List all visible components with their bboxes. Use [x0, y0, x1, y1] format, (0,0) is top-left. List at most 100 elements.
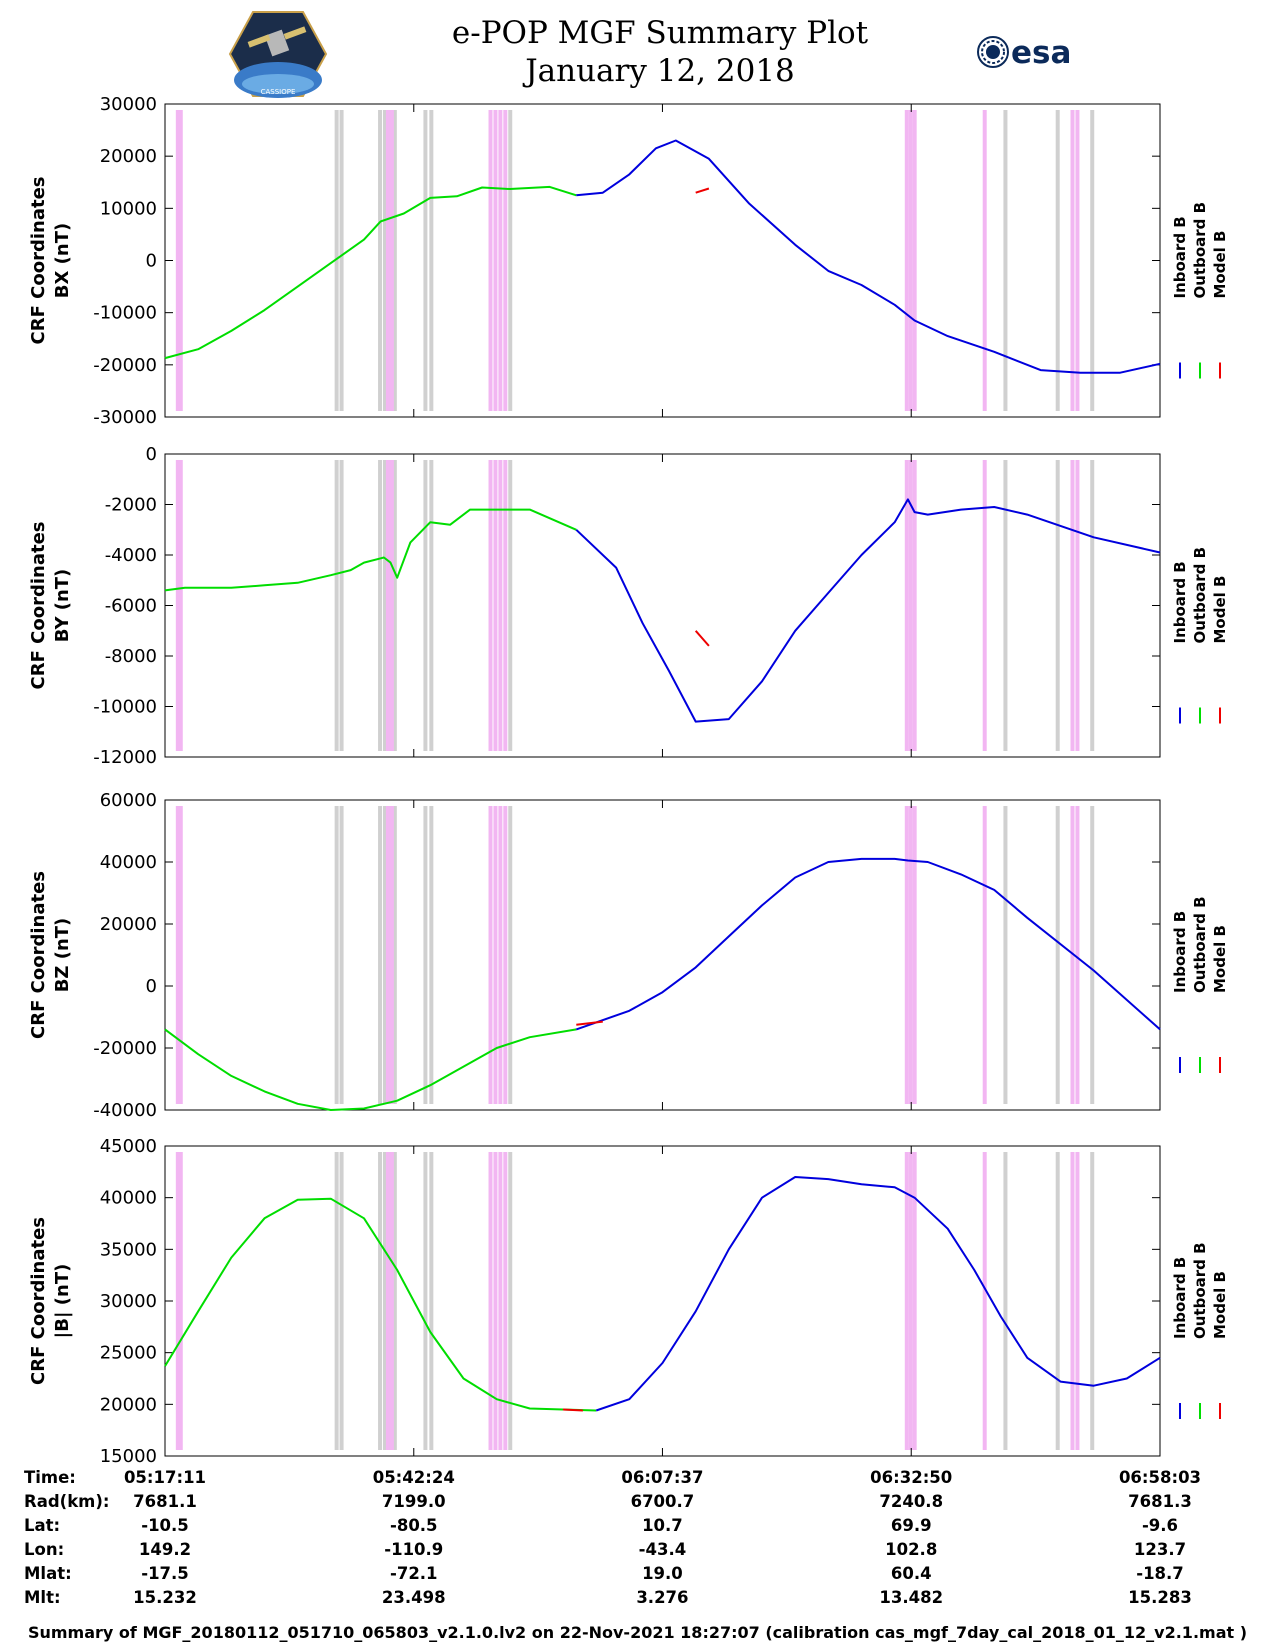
- flag-band: [423, 806, 428, 1104]
- flag-band: [1075, 806, 1080, 1104]
- flag-band: [339, 1152, 344, 1450]
- plot-date: January 12, 2018: [525, 53, 795, 89]
- table-row-label: Mlat:: [24, 1564, 72, 1583]
- flag-band: [378, 806, 383, 1104]
- flag-band: [508, 110, 513, 411]
- flag-band: [1090, 460, 1095, 751]
- flag-band: [904, 1152, 909, 1450]
- flag-band: [178, 806, 183, 1104]
- flag-band: [982, 460, 987, 751]
- table-cell: -43.4: [638, 1540, 687, 1559]
- flag-band: [493, 1152, 498, 1450]
- model-series-segment: [694, 630, 710, 647]
- y-tick-label: -30000: [93, 407, 157, 428]
- flag-band: [175, 110, 180, 411]
- flag-band: [1075, 460, 1080, 751]
- legend-entry: Model B: [1211, 1271, 1229, 1339]
- flag-band: [392, 806, 397, 1104]
- flag-band: [429, 806, 434, 1104]
- flag-band: [493, 460, 498, 751]
- flag-band: [423, 1152, 428, 1450]
- table-cell: 06:32:50: [870, 1468, 953, 1487]
- flag-band: [1070, 1152, 1075, 1450]
- flag-band: [334, 460, 339, 751]
- y-tick-label: 45000: [100, 1136, 157, 1157]
- table-cell: 15.283: [1128, 1588, 1192, 1607]
- y-tick-label: 0: [146, 251, 157, 272]
- flag-band: [503, 806, 508, 1104]
- y-tick-label: 40000: [100, 852, 157, 873]
- inboard-series-line: [595, 1176, 1161, 1412]
- table-row: Rad(km): 7681.1 7199.0 6700.7 7240.8 7681.3: [0, 1492, 1275, 1516]
- legend-entry: Inboard B: [1171, 911, 1189, 993]
- y-tick-label: 20000: [100, 1394, 157, 1415]
- flag-band: [378, 1152, 383, 1450]
- table-row: Lat: -10.5 -80.5 10.7 69.9 -9.6: [0, 1516, 1275, 1540]
- flag-band: [178, 110, 183, 411]
- flag-band: [1090, 806, 1095, 1104]
- table-cell: 7199.0: [381, 1492, 446, 1511]
- inboard-series-line: [575, 857, 1161, 1031]
- flag-band: [392, 1152, 397, 1450]
- table-cell: 7240.8: [879, 1492, 944, 1511]
- table-cell: -18.7: [1136, 1564, 1184, 1583]
- table-cell: 149.2: [138, 1540, 192, 1559]
- outboard-series-line: [164, 1028, 577, 1111]
- y-tick-label: 30000: [100, 1291, 157, 1312]
- table-row: Time: 05:17:11 05:42:24 06:07:37 06:32:50 06:…: [0, 1468, 1275, 1492]
- panel-4: 15000 20000 25000 30000 35000 40000 45000 CRF C…: [28, 1136, 1229, 1467]
- flag-band: [429, 110, 434, 411]
- flag-band: [382, 1152, 387, 1450]
- plot-frame: [164, 103, 1161, 418]
- table-row: Mlt: 15.232 23.498 3.276 13.482 15.283: [0, 1588, 1275, 1612]
- legend-entry: Inboard B: [1171, 1257, 1189, 1339]
- y-axis-label-line1: CRF Coordinates: [28, 1217, 49, 1385]
- y-axis-label-line2: BZ (nT): [52, 918, 73, 993]
- flag-band: [339, 806, 344, 1104]
- table-cell: 123.7: [1133, 1540, 1187, 1559]
- legend-entry: Outboard B: [1191, 1242, 1209, 1339]
- flag-band: [912, 110, 917, 411]
- y-tick-label: 0: [146, 444, 157, 465]
- table-cell: 05:17:11: [123, 1468, 207, 1487]
- y-axis-label-line1: CRF Coordinates: [28, 871, 49, 1039]
- table-cell: 7681.3: [1128, 1492, 1192, 1511]
- flag-band: [488, 806, 493, 1104]
- flag-band: [498, 460, 503, 751]
- y-tick-label: -2000: [105, 495, 157, 516]
- y-axis-label-line2: BY (nT): [52, 569, 73, 643]
- y-axis-label-line2: |B| (nT): [52, 1264, 73, 1339]
- table-row-label: Lon:: [24, 1540, 65, 1559]
- table-cell: -17.5: [141, 1564, 189, 1583]
- inboard-series-line: [576, 139, 1161, 374]
- table-cell: 3.276: [636, 1588, 689, 1607]
- flag-band: [488, 1152, 493, 1450]
- flag-band: [982, 110, 987, 411]
- flag-band: [503, 460, 508, 751]
- y-tick-label: -20000: [93, 355, 157, 376]
- cassiope-mission-logo: CASSIOPE: [228, 11, 328, 98]
- flag-band: [908, 460, 913, 751]
- panel-3: -40000 -20000 0 20000 40000 60000 CRF Coordina…: [28, 790, 1229, 1121]
- flag-band: [378, 110, 383, 411]
- flag-band: [1090, 110, 1095, 411]
- table-cell: -72.1: [389, 1564, 438, 1583]
- flag-band: [339, 110, 344, 411]
- flag-band: [1055, 110, 1060, 411]
- flag-band: [1055, 806, 1060, 1104]
- panel-2: -12000 -10000 -8000 -6000 -4000 -2000 0 CRF Coo…: [28, 444, 1229, 768]
- flag-band: [1003, 110, 1008, 411]
- model-series-segment: [695, 187, 710, 194]
- y-tick-label: -6000: [105, 596, 157, 617]
- table-row-label: Rad(km):: [24, 1492, 110, 1511]
- flag-band: [1003, 460, 1008, 751]
- esa-logo-text: esa: [1011, 35, 1071, 71]
- flag-band: [334, 806, 339, 1104]
- y-tick-label: -20000: [93, 1038, 157, 1059]
- esa-logo: esa: [977, 35, 1071, 71]
- legend-entry: Inboard B: [1171, 216, 1189, 298]
- y-tick-label: -12000: [93, 747, 157, 768]
- flag-band: [429, 460, 434, 751]
- flag-band: [1075, 1152, 1080, 1450]
- logo-left-text: CASSIOPE: [261, 88, 296, 96]
